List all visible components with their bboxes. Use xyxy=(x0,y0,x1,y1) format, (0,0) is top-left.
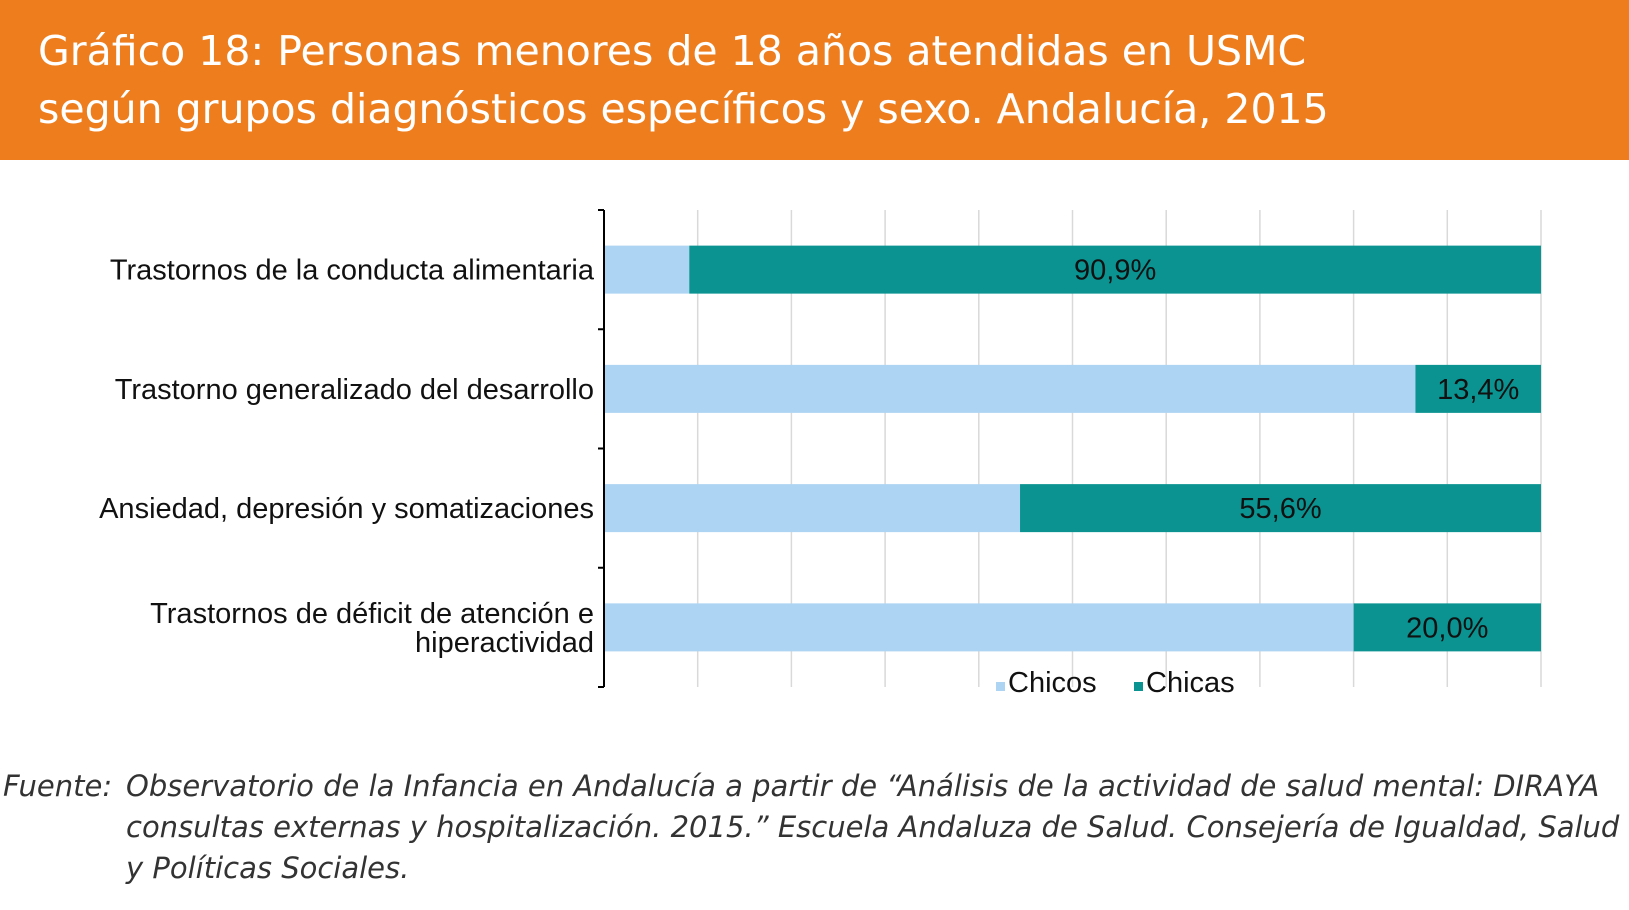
bar-chicas xyxy=(1020,484,1541,533)
bar-chicos xyxy=(604,364,1416,413)
legend-swatch-chicos xyxy=(996,682,1005,691)
bar-chicas xyxy=(1415,364,1541,413)
source-label: Fuente: xyxy=(3,769,113,803)
legend-label-chicas: Chicas xyxy=(1146,667,1235,699)
category-label: hiperactividad xyxy=(415,627,594,659)
bar-chicos xyxy=(604,484,1021,533)
bar-chicas xyxy=(1353,603,1541,652)
data-label: 55,6% xyxy=(1239,493,1321,525)
bar-chicas xyxy=(689,245,1541,294)
category-label: Ansiedad, depresión y somatizaciones xyxy=(99,493,594,525)
legend-label-chicos: Chicos xyxy=(1008,667,1097,699)
source-text: Observatorio de la Infancia en Andalucía… xyxy=(126,769,1620,885)
data-label: 90,9% xyxy=(1074,255,1156,287)
chart-title: Gráfico 18: Personas menores de 18 años … xyxy=(38,27,1329,133)
data-label: 20,0% xyxy=(1406,612,1488,644)
legend-swatch-chicas xyxy=(1134,682,1143,691)
category-label: Trastorno generalizado del desarrollo xyxy=(115,374,594,406)
bar-chicos xyxy=(604,245,690,294)
category-label: Trastornos de déficit de atención e xyxy=(150,598,594,630)
data-label: 13,4% xyxy=(1437,374,1519,406)
category-label: Trastornos de la conducta alimentaria xyxy=(110,255,595,287)
bar-chart: 90,9% Trastornos de la conducta alimentar… xyxy=(99,209,1542,699)
title-banner: Gráfico 18: Personas menores de 18 años … xyxy=(0,0,1629,160)
bar-chicos xyxy=(604,603,1354,652)
